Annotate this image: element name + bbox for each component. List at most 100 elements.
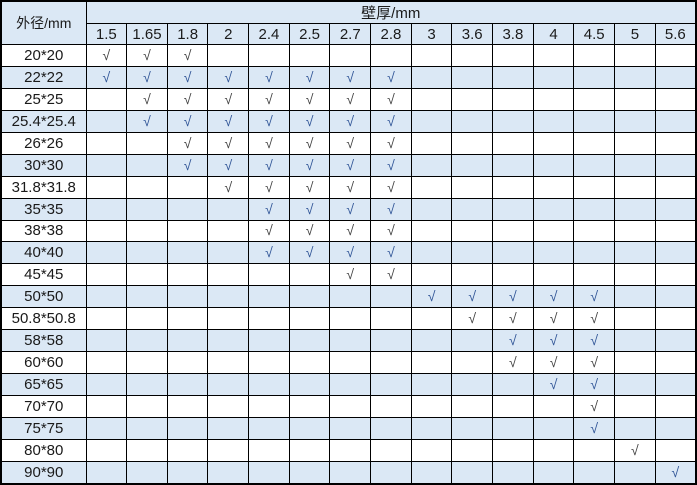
outer-diameter-cell: 45*45 bbox=[0, 263, 87, 287]
availability-cell bbox=[492, 175, 534, 199]
outer-diameter-cell: 22*22 bbox=[0, 65, 87, 89]
availability-cell bbox=[614, 153, 656, 177]
availability-cell: √ bbox=[329, 219, 372, 243]
availability-cell bbox=[207, 329, 250, 353]
availability-cell bbox=[451, 241, 494, 265]
thickness-col-header: 1.8 bbox=[166, 23, 209, 45]
availability-cell bbox=[248, 285, 290, 309]
check-mark: √ bbox=[387, 266, 395, 283]
availability-cell bbox=[532, 153, 575, 177]
check-mark: √ bbox=[224, 112, 233, 129]
availability-cell bbox=[410, 460, 453, 485]
availability-cell bbox=[614, 373, 656, 396]
outer-diameter-cell: 50*50 bbox=[0, 285, 87, 309]
outer-diameter-cell: 38*38 bbox=[0, 219, 87, 243]
availability-cell bbox=[126, 153, 168, 177]
availability-cell bbox=[329, 395, 372, 418]
availability-cell bbox=[492, 153, 534, 177]
availability-cell bbox=[492, 131, 534, 155]
availability-cell bbox=[532, 131, 575, 155]
availability-cell: √ bbox=[166, 109, 209, 133]
availability-cell: √ bbox=[248, 87, 290, 111]
availability-cell bbox=[248, 460, 290, 485]
availability-cell: √ bbox=[329, 263, 372, 287]
availability-cell bbox=[492, 87, 534, 111]
check-mark: √ bbox=[265, 134, 273, 151]
availability-cell bbox=[329, 373, 372, 396]
check-mark: √ bbox=[549, 376, 558, 393]
availability-cell bbox=[207, 307, 250, 331]
availability-cell bbox=[410, 175, 453, 199]
availability-cell bbox=[451, 438, 494, 462]
check-mark: √ bbox=[346, 222, 355, 239]
availability-cell bbox=[288, 307, 331, 331]
availability-cell bbox=[288, 373, 331, 396]
outer-diameter-cell: 70*70 bbox=[0, 395, 87, 418]
availability-cell bbox=[532, 438, 575, 462]
availability-cell bbox=[492, 109, 534, 133]
availability-cell bbox=[573, 460, 616, 485]
table-row: 75*75 √ bbox=[0, 416, 697, 440]
availability-cell: √ bbox=[329, 131, 372, 155]
availability-cell bbox=[492, 373, 534, 396]
availability-cell bbox=[573, 175, 616, 199]
check-mark: √ bbox=[143, 68, 151, 85]
outer-diameter-cell: 40*40 bbox=[0, 241, 87, 265]
availability-cell bbox=[126, 307, 168, 331]
availability-cell: √ bbox=[288, 87, 331, 111]
availability-cell: √ bbox=[451, 285, 494, 309]
availability-cell bbox=[654, 87, 697, 111]
thickness-col-header: 5 bbox=[614, 23, 656, 45]
availability-cell bbox=[166, 263, 209, 287]
check-mark: √ bbox=[224, 134, 233, 151]
thickness-col-header: 3.8 bbox=[492, 23, 534, 45]
availability-cell bbox=[492, 438, 534, 462]
table-row: 45*45 √ √ bbox=[0, 263, 697, 287]
availability-cell bbox=[248, 351, 290, 375]
availability-cell: √ bbox=[248, 65, 290, 89]
availability-cell bbox=[166, 329, 209, 353]
availability-cell bbox=[654, 219, 697, 243]
table-row: 22*22 √ √ √ √ √ √ √ √ bbox=[0, 65, 697, 89]
availability-cell bbox=[451, 109, 494, 133]
check-mark: √ bbox=[265, 244, 273, 261]
availability-cell bbox=[166, 175, 209, 199]
availability-cell bbox=[248, 44, 290, 67]
availability-cell bbox=[126, 241, 168, 265]
outer-diameter-cell: 50.8*50.8 bbox=[0, 307, 87, 331]
availability-cell bbox=[614, 395, 656, 418]
check-mark: √ bbox=[305, 134, 314, 151]
availability-cell: √ bbox=[492, 285, 534, 309]
availability-cell bbox=[654, 197, 697, 221]
thickness-col-header: 3.6 bbox=[451, 23, 494, 45]
thickness-col-header: 5.6 bbox=[654, 23, 697, 45]
availability-cell bbox=[248, 373, 290, 396]
availability-cell bbox=[451, 329, 494, 353]
availability-cell bbox=[85, 109, 128, 133]
availability-cell: √ bbox=[532, 307, 575, 331]
availability-cell bbox=[532, 395, 575, 418]
availability-cell bbox=[492, 44, 534, 67]
availability-cell: √ bbox=[207, 131, 250, 155]
availability-cell: √ bbox=[126, 87, 168, 111]
check-mark: √ bbox=[183, 112, 192, 129]
check-mark: √ bbox=[305, 178, 314, 195]
availability-cell: √ bbox=[288, 175, 331, 199]
check-mark: √ bbox=[346, 244, 355, 261]
availability-cell bbox=[166, 285, 209, 309]
check-mark: √ bbox=[305, 222, 314, 239]
check-mark: √ bbox=[183, 46, 192, 63]
availability-cell bbox=[329, 307, 372, 331]
availability-cell bbox=[614, 241, 656, 265]
availability-cell bbox=[451, 197, 494, 221]
availability-cell bbox=[532, 241, 575, 265]
availability-cell bbox=[573, 197, 616, 221]
availability-cell: √ bbox=[207, 175, 250, 199]
availability-cell: √ bbox=[329, 241, 372, 265]
check-mark: √ bbox=[387, 178, 395, 195]
outer-diameter-cell: 20*20 bbox=[0, 44, 87, 67]
availability-cell: √ bbox=[573, 329, 616, 353]
availability-cell: √ bbox=[370, 241, 412, 265]
availability-cell: √ bbox=[166, 44, 209, 67]
availability-cell: √ bbox=[410, 285, 453, 309]
